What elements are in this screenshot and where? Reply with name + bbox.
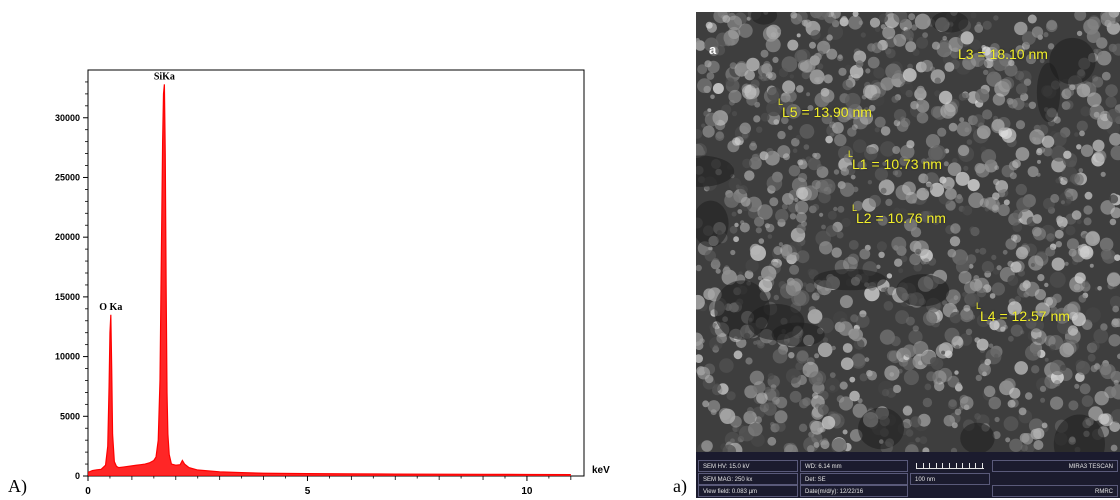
edx-spectrum-chart: 0 5000 10000 15000 20000 25000 30000 0 5 10 keV O K… bbox=[55, 69, 610, 497]
peak-label: O Ka bbox=[99, 302, 122, 313]
measure-marker-icon: L bbox=[778, 97, 784, 107]
y-tick-label: 25000 bbox=[55, 172, 80, 182]
scale-bar bbox=[916, 460, 984, 469]
x-axis-label: keV bbox=[592, 465, 610, 476]
sem-panel-tag: a bbox=[709, 42, 717, 57]
y-tick-label: 15000 bbox=[55, 292, 80, 302]
measure-marker-icon: L bbox=[852, 203, 858, 213]
view-field: View field: 0.083 µm bbox=[698, 485, 798, 497]
x-tick-label: 10 bbox=[521, 486, 533, 497]
spectrum-line bbox=[87, 84, 571, 476]
x-tick-label: 5 bbox=[305, 486, 311, 497]
x-tick-label: 0 bbox=[85, 486, 91, 497]
detector-field: Det: SE bbox=[800, 473, 908, 485]
measure-marker-icon: L bbox=[976, 301, 982, 311]
spectrum-fill bbox=[88, 84, 571, 476]
scale-bar-label: 100 nm bbox=[910, 473, 990, 485]
measurement-label: L L4 = 12.57 nm bbox=[976, 301, 1070, 325]
hv-field: SEM HV: 15.0 kV bbox=[698, 460, 798, 472]
y-tick-label: 10000 bbox=[55, 352, 80, 362]
sem-info-bar: SEM HV: 15.0 kV WD: 6.14 mm SEM MAG: 250… bbox=[696, 452, 1120, 498]
y-tick-label: 20000 bbox=[55, 232, 80, 242]
measure-marker-icon: L bbox=[848, 149, 854, 159]
instrument-field: MIRA3 TESCAN bbox=[992, 460, 1118, 472]
measurement-label: L3 = 18.10 nm bbox=[958, 46, 1048, 62]
sem-micrograph: a L3 = 18.10 nm L L5 = 13.90 nm L L1 = 1… bbox=[696, 12, 1120, 498]
measurement-label: L L2 = 10.76 nm bbox=[852, 203, 946, 227]
y-tick-label: 30000 bbox=[55, 113, 80, 123]
measurement-label: L L5 = 13.90 nm bbox=[778, 97, 872, 121]
sem-texture bbox=[696, 12, 1120, 452]
panel-b-letter: a) bbox=[673, 476, 687, 496]
date-field: Date(m/d/y): 12/22/16 bbox=[800, 485, 908, 497]
plot-area: 0 5000 10000 15000 20000 25000 30000 0 5 10 keV O K… bbox=[55, 69, 610, 497]
peak-label: SiKa bbox=[154, 71, 175, 82]
panel-a-letter: A) bbox=[8, 476, 27, 496]
y-tick-label: 0 bbox=[75, 471, 80, 481]
mag-field: SEM MAG: 250 kx bbox=[698, 473, 798, 485]
wd-field: WD: 6.14 mm bbox=[800, 460, 908, 472]
measurement-label: L L1 = 10.73 nm bbox=[848, 149, 942, 173]
y-tick-label: 5000 bbox=[60, 411, 80, 421]
lab-field: RMRC bbox=[992, 485, 1118, 497]
